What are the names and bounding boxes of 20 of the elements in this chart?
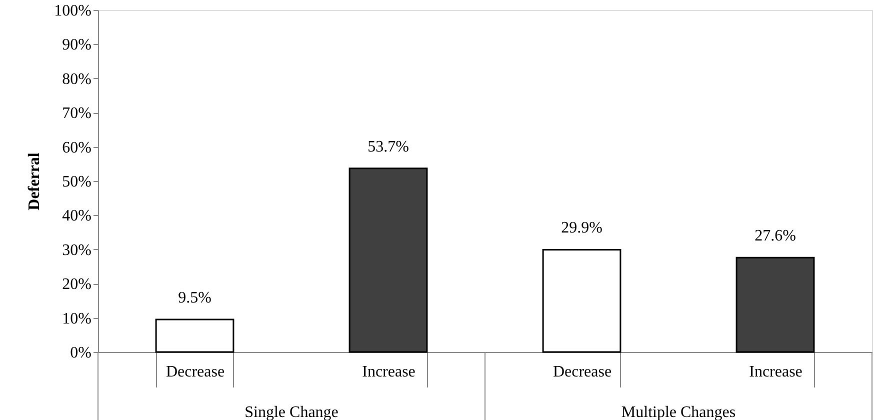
x-tick-label: Decrease (552, 364, 612, 380)
y-tick-label: 20% (62, 276, 92, 294)
x-tick-label: Increase (362, 364, 416, 380)
data-label: 27.6% (754, 228, 796, 245)
y-tick-label: 40% (62, 208, 92, 225)
y-axis-title: Deferral (26, 152, 44, 210)
data-label: 29.9% (561, 220, 602, 237)
y-tick-label: 80% (62, 70, 92, 88)
x-tick-label: Increase (749, 364, 802, 380)
y-tick-label: 0% (70, 344, 92, 362)
data-label: 9.5% (178, 290, 212, 307)
data-label: 53.7% (368, 138, 409, 156)
y-tick-label: 10% (62, 310, 92, 328)
y-tick-label: 90% (62, 36, 92, 54)
y-tick-label: 60% (62, 139, 92, 156)
y-tick-label: 70% (62, 105, 92, 122)
x-tick-label: Decrease (166, 364, 225, 380)
y-tick-label: 50% (62, 174, 92, 190)
y-tick-label: 30% (62, 242, 92, 259)
y-tick-label: 100% (54, 2, 92, 20)
